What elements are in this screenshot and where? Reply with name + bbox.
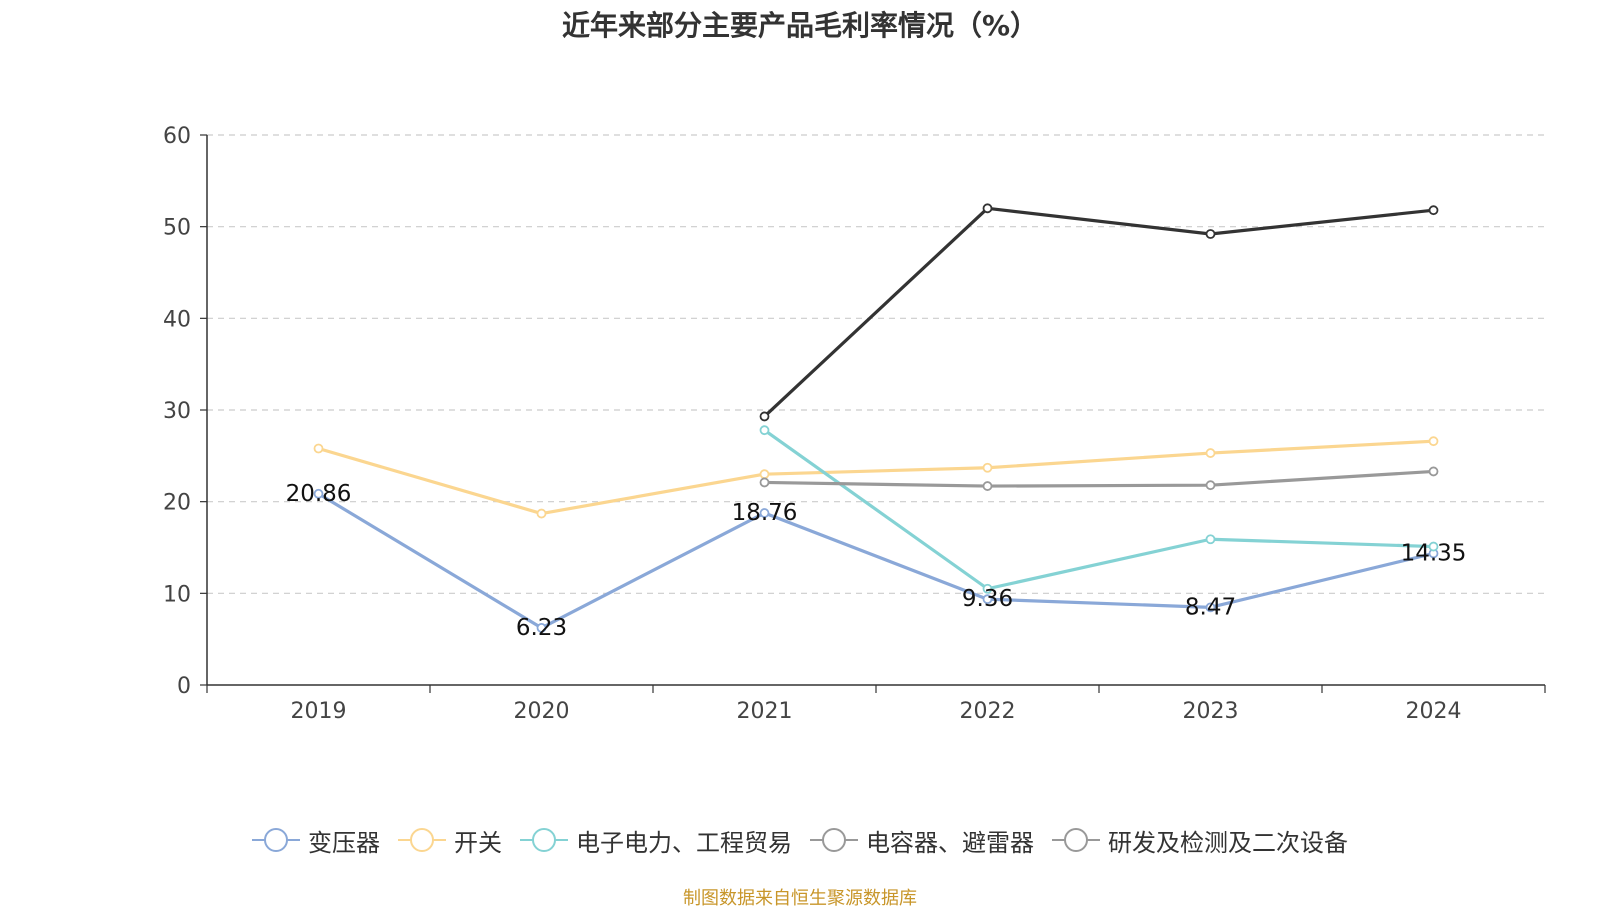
data-point (1428, 205, 1439, 216)
legend-item-2[interactable]: 开关 (398, 823, 502, 858)
y-tick-label: 60 (163, 124, 191, 149)
data-label: 18.76 (732, 500, 798, 526)
x-tick-label: 2019 (291, 699, 347, 724)
x-tick-label: 2023 (1183, 699, 1239, 724)
series-line-4 (764, 469, 1434, 488)
y-tick-label: 10 (163, 582, 191, 607)
x-tick-label: 2024 (1406, 699, 1462, 724)
legend-label: 开关 (454, 828, 502, 857)
data-point (1428, 541, 1439, 552)
data-point (1205, 602, 1216, 613)
data-point (982, 462, 993, 473)
source-note: 制图数据来自恒生聚源数据库 (683, 888, 917, 909)
data-point (313, 488, 324, 499)
data-point (536, 508, 547, 519)
series-line-2 (318, 439, 1434, 516)
data-point (536, 622, 547, 633)
series-line-3 (763, 428, 1434, 591)
data-label: 8.47 (1185, 594, 1236, 620)
data-point (1205, 480, 1216, 491)
data-point (759, 425, 770, 436)
legend-marker-icon (520, 828, 568, 852)
data-point (982, 481, 993, 491)
legend-label: 电子电力、工程贸易 (576, 828, 792, 857)
legend-item-3[interactable]: 电子电力、工程贸易 (520, 823, 792, 858)
legend-label: 电容器、避雷器 (866, 828, 1034, 857)
data-label: 6.23 (516, 615, 567, 641)
series-line-5 (763, 206, 1434, 418)
x-tick-label: 2021 (737, 699, 793, 724)
legend-label: 变压器 (308, 828, 380, 857)
data-point (982, 583, 993, 594)
legend-marker-icon (1052, 828, 1100, 852)
data-point (759, 411, 770, 422)
data-point (1205, 448, 1216, 458)
y-tick-label: 20 (163, 491, 191, 516)
legend-marker-icon (810, 828, 858, 852)
y-tick-label: 30 (163, 399, 191, 424)
y-tick-label: 40 (163, 307, 191, 332)
data-point (1205, 534, 1216, 545)
legend-item-1[interactable]: 变压器 (252, 823, 380, 858)
chart-title: 近年来部分主要产品毛利率情况（%） (561, 9, 1039, 42)
data-point (313, 443, 324, 454)
data-point (982, 594, 993, 605)
legend-marker-icon (398, 828, 446, 852)
y-tick-label: 50 (163, 216, 191, 241)
series-line-1 (317, 492, 1434, 630)
chart-legend: 变压器 开关 电子电力、工程贸易 电容器、避雷器 研发及检测及二次设备 (0, 820, 1600, 860)
line-chart: 0 10 20 30 40 50 60 2019 2020 2021 2022 2023 2024 20.… (163, 124, 1546, 724)
data-point (1428, 466, 1439, 477)
data-label: 14.35 (1401, 540, 1467, 566)
data-point (982, 203, 993, 214)
x-tick-label: 2022 (960, 699, 1016, 724)
data-point (1205, 229, 1216, 239)
legend-item-4[interactable]: 电容器、避雷器 (810, 823, 1034, 858)
y-tick-label: 0 (177, 674, 191, 699)
data-point (1428, 436, 1439, 447)
data-point (759, 469, 770, 480)
data-point (759, 477, 770, 488)
x-tick-label: 2020 (514, 699, 570, 724)
legend-item-5[interactable]: 研发及检测及二次设备 (1052, 823, 1348, 858)
data-label: 20.86 (286, 481, 352, 507)
legend-marker-icon (252, 828, 300, 852)
legend-label: 研发及检测及二次设备 (1108, 828, 1348, 857)
data-label: 9.36 (962, 586, 1013, 612)
data-point (759, 508, 770, 518)
